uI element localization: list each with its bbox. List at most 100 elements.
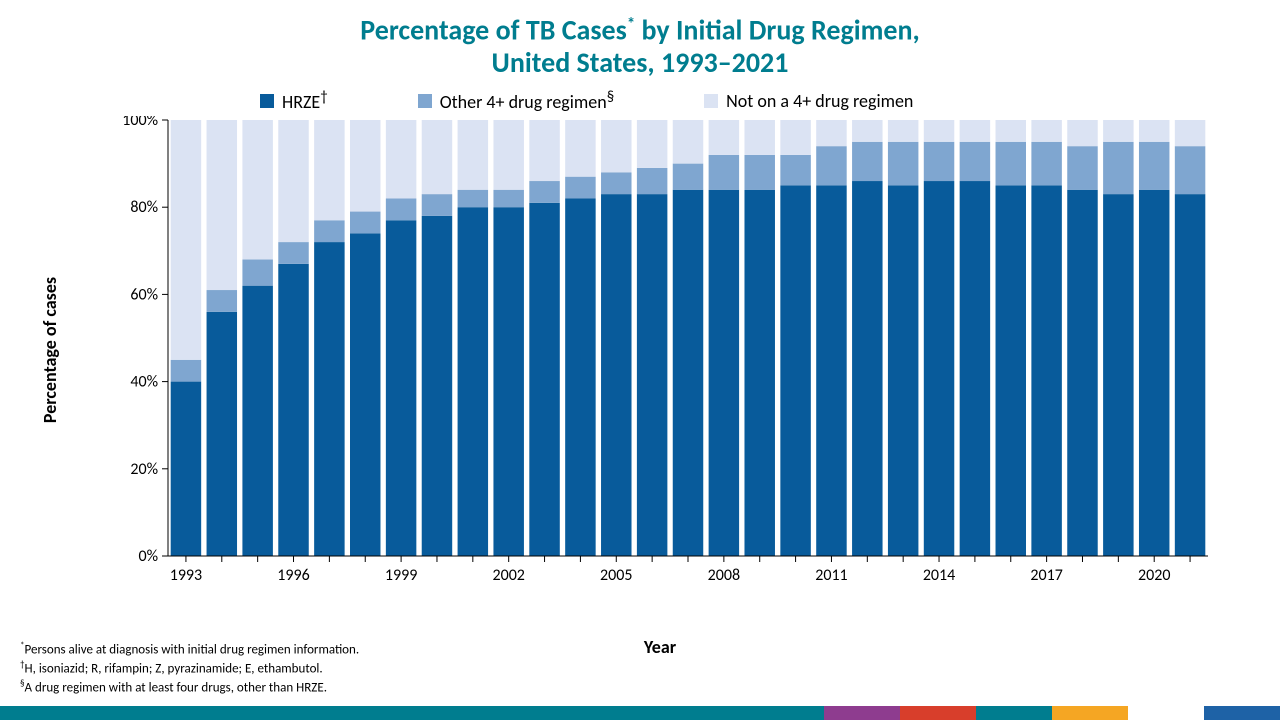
- legend-sup: †: [320, 88, 327, 106]
- bar-segment: [924, 120, 954, 142]
- bar-segment: [780, 120, 810, 155]
- bar-segment: [1031, 142, 1061, 186]
- bar-segment: [314, 220, 344, 242]
- bar-segment: [171, 120, 201, 360]
- bar-segment: [207, 120, 237, 290]
- bottom-bar-segment: [1204, 706, 1280, 720]
- bottom-bar-segment: [1052, 706, 1128, 720]
- y-axis-title: Percentage of cases: [39, 277, 61, 423]
- bar-segment: [960, 181, 990, 556]
- bar-segment: [493, 207, 523, 556]
- legend-label: Not on a 4+ drug regimen: [726, 90, 913, 112]
- bottom-bar-segment: [824, 706, 900, 720]
- bar-segment: [888, 120, 918, 142]
- bar-segment: [422, 120, 452, 194]
- bar-segment: [996, 185, 1026, 556]
- chart: 0%20%40%60%80%100%1993199619992002200520…: [108, 116, 1216, 592]
- chart-svg: 0%20%40%60%80%100%1993199619992002200520…: [108, 116, 1216, 592]
- x-tick-label: 2017: [1030, 566, 1062, 585]
- bar-segment: [529, 181, 559, 203]
- bar-segment: [1175, 194, 1205, 556]
- bar-segment: [1175, 120, 1205, 146]
- bar-segment: [601, 172, 631, 194]
- bar-segment: [314, 242, 344, 556]
- legend-sup: §: [607, 88, 614, 106]
- bottom-color-bar: [0, 706, 1280, 720]
- bar-segment: [601, 194, 631, 556]
- bar-segment: [278, 242, 308, 264]
- bar-segment: [242, 120, 272, 260]
- bar-segment: [1139, 190, 1169, 556]
- bar-segment: [350, 120, 380, 212]
- legend-item: Other 4+ drug regimen§: [418, 88, 614, 113]
- bar-segment: [744, 190, 774, 556]
- footnote-sup: †: [20, 659, 25, 670]
- bar-segment: [529, 203, 559, 556]
- bar-segment: [278, 120, 308, 242]
- bar-segment: [888, 185, 918, 556]
- legend-swatch: [704, 94, 718, 108]
- bottom-bar-segment: [0, 706, 824, 720]
- bar-segment: [996, 120, 1026, 142]
- bar-segment: [673, 190, 703, 556]
- bar-segment: [924, 142, 954, 181]
- bar-segment: [1103, 142, 1133, 194]
- title-line1-post: by Initial Drug Regimen,: [635, 12, 920, 47]
- bar-segment: [673, 120, 703, 164]
- y-tick-label: 60%: [130, 285, 158, 304]
- x-tick-label: 2002: [492, 566, 524, 585]
- legend-label: Other 4+ drug regimen§: [440, 88, 614, 113]
- bar-segment: [350, 212, 380, 234]
- bottom-bar-segment: [976, 706, 1052, 720]
- legend-item: HRZE†: [260, 88, 328, 113]
- bar-segment: [493, 120, 523, 190]
- bar-segment: [565, 120, 595, 177]
- bar-segment: [924, 181, 954, 556]
- bar-segment: [816, 146, 846, 185]
- bar-segment: [637, 168, 667, 194]
- bar-segment: [960, 142, 990, 181]
- bar-segment: [386, 220, 416, 556]
- x-tick-label: 1993: [170, 566, 202, 585]
- bar-segment: [171, 382, 201, 556]
- legend: HRZE† Other 4+ drug regimen§ Not on a 4+ d…: [260, 88, 1080, 113]
- bar-segment: [171, 360, 201, 382]
- y-tick-label: 0%: [138, 547, 158, 566]
- footnotes: *Persons alive at diagnosis with initial…: [20, 640, 359, 697]
- bar-segment: [709, 190, 739, 556]
- bar-segment: [960, 120, 990, 142]
- bar-segment: [242, 286, 272, 556]
- x-tick-label: 1999: [385, 566, 417, 585]
- bar-segment: [565, 177, 595, 199]
- bar-segment: [709, 120, 739, 155]
- x-tick-label: 1996: [277, 566, 309, 585]
- bar-segment: [601, 120, 631, 172]
- chart-title: Percentage of TB Cases* by Initial Drug …: [0, 14, 1280, 79]
- bar-segment: [673, 164, 703, 190]
- bar-segment: [493, 190, 523, 207]
- bar-segment: [278, 264, 308, 556]
- x-tick-label: 2020: [1138, 566, 1170, 585]
- bar-segment: [242, 260, 272, 286]
- x-tick-label: 2008: [708, 566, 740, 585]
- footnote-line: *Persons alive at diagnosis with initial…: [20, 640, 359, 659]
- bar-segment: [852, 120, 882, 142]
- bar-segment: [1103, 194, 1133, 556]
- bar-segment: [1031, 120, 1061, 142]
- x-tick-label: 2011: [815, 566, 847, 585]
- legend-label: HRZE†: [282, 88, 328, 113]
- title-line1-pre: Percentage of TB Cases: [360, 12, 627, 47]
- y-tick-label: 20%: [130, 460, 158, 479]
- bar-segment: [458, 190, 488, 207]
- bottom-bar-segment: [1128, 706, 1204, 720]
- bar-segment: [852, 181, 882, 556]
- bar-segment: [1139, 142, 1169, 190]
- bar-segment: [1067, 120, 1097, 146]
- stage: Percentage of TB Cases* by Initial Drug …: [0, 0, 1280, 720]
- footnote-sup: §: [20, 678, 25, 689]
- bar-segment: [709, 155, 739, 190]
- x-axis-title: Year: [644, 636, 676, 658]
- bar-segment: [637, 194, 667, 556]
- legend-swatch: [260, 94, 274, 108]
- bar-segment: [458, 207, 488, 556]
